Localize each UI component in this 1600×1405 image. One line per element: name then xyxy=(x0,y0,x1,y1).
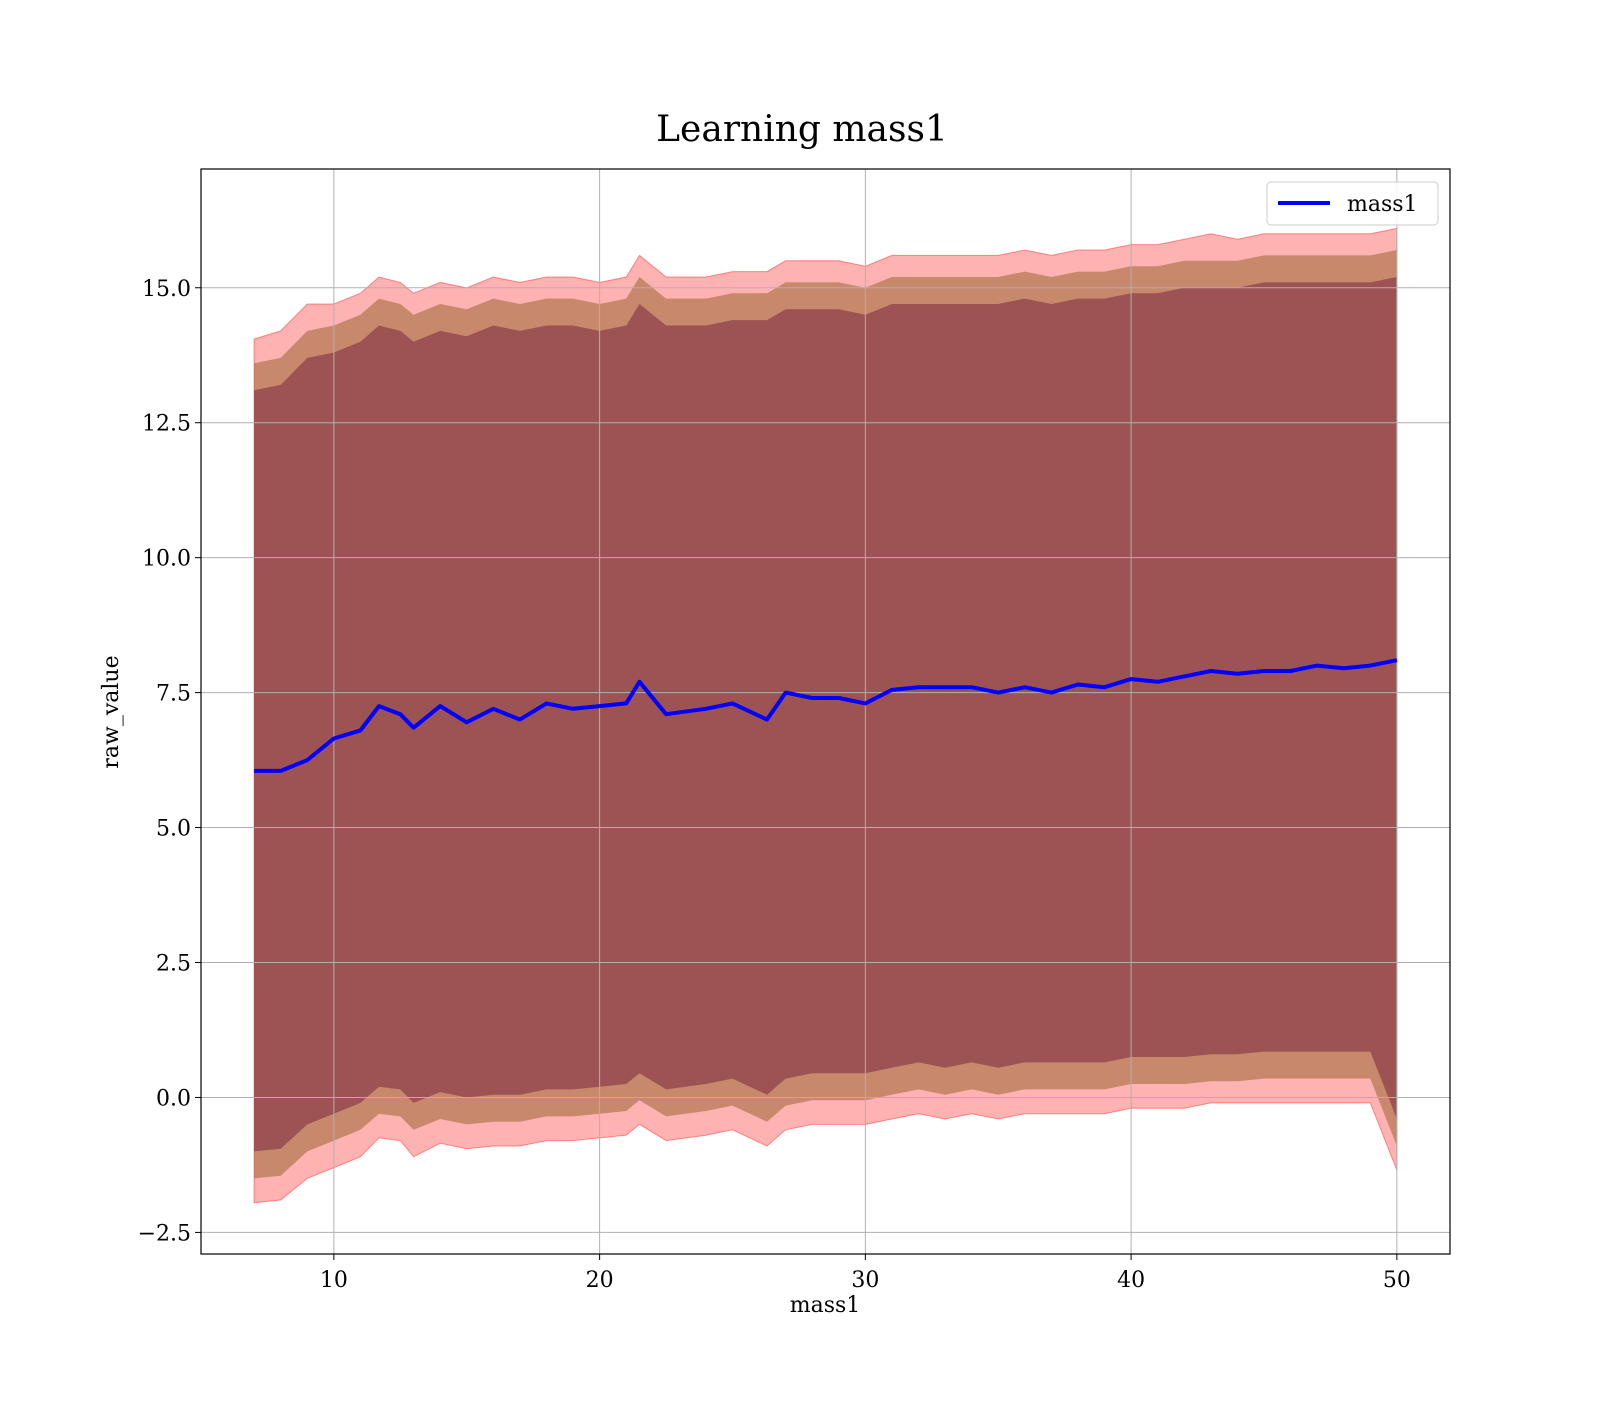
legend-label-mass1: mass1 xyxy=(1347,192,1418,217)
axes-frame xyxy=(200,168,1451,1255)
chart-title: Learning mass1 xyxy=(656,109,948,150)
x-tick-label: 30 xyxy=(851,1268,879,1293)
confidence-band-inner xyxy=(254,277,1397,1152)
x-tick-label: 50 xyxy=(1383,1268,1411,1293)
y-axis-label: raw_value xyxy=(99,655,124,768)
y-tick-label: 12.5 xyxy=(142,412,191,437)
y-tick-label: −2.5 xyxy=(138,1221,191,1246)
x-tick-label: 10 xyxy=(320,1268,348,1293)
x-tick-label: 40 xyxy=(1117,1268,1145,1293)
plot-area xyxy=(201,169,1450,1254)
x-tick-label: 20 xyxy=(586,1268,614,1293)
legend: mass1 xyxy=(1266,181,1439,226)
x-axis-label: mass1 xyxy=(790,1293,861,1318)
series-line-mass1 xyxy=(254,658,1398,773)
y-tick-label: 2.5 xyxy=(156,952,191,977)
y-tick-label: 7.5 xyxy=(156,682,191,707)
y-tick-label: 0.0 xyxy=(156,1086,191,1111)
legend-box xyxy=(1266,181,1439,226)
y-tick-label: 10.0 xyxy=(142,547,191,572)
y-tick-label: 5.0 xyxy=(156,817,191,842)
y-tick-label: 15.0 xyxy=(142,277,191,302)
